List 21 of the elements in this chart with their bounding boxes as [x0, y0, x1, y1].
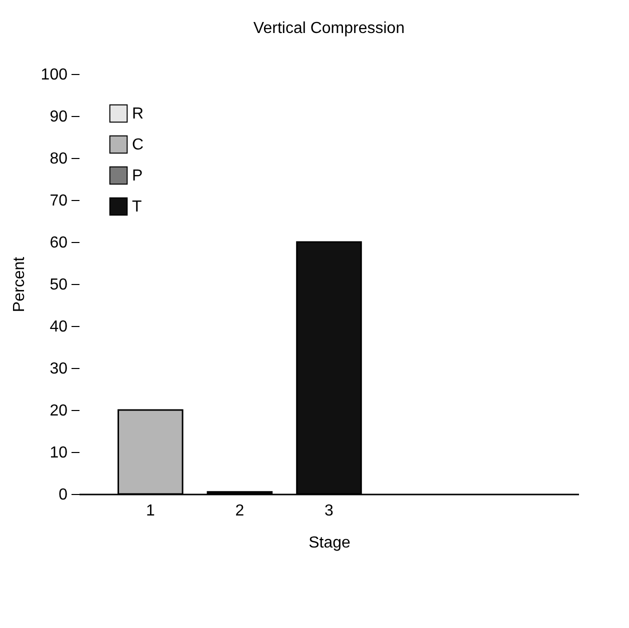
legend-label: P [132, 168, 143, 184]
x-tick-label: 3 [324, 502, 334, 520]
y-tick-label: 90 [50, 108, 68, 126]
y-tick-label: 0 [58, 486, 68, 504]
legend-label: T [132, 198, 142, 216]
y-tick-label: 20 [50, 402, 68, 420]
y-tick-label: 30 [50, 360, 68, 378]
x-axis-title: Stage [308, 534, 351, 552]
y-axis-title: Percent [10, 256, 28, 312]
y-tick-label: 50 [50, 276, 68, 294]
y-tick-label: 60 [50, 234, 68, 252]
y-tick-label: 10 [50, 444, 68, 462]
legend-label: C [132, 136, 144, 154]
y-tick-label: 40 [50, 318, 68, 336]
y-tick-label: 70 [50, 192, 68, 210]
legend-label: R [132, 106, 144, 122]
y-tick-label: 80 [50, 150, 68, 168]
x-tick-label: 2 [235, 502, 244, 520]
y-tick-label: 100 [40, 66, 68, 84]
chart-title: Vertical Compression [253, 20, 405, 37]
x-tick-label: 1 [146, 502, 155, 520]
